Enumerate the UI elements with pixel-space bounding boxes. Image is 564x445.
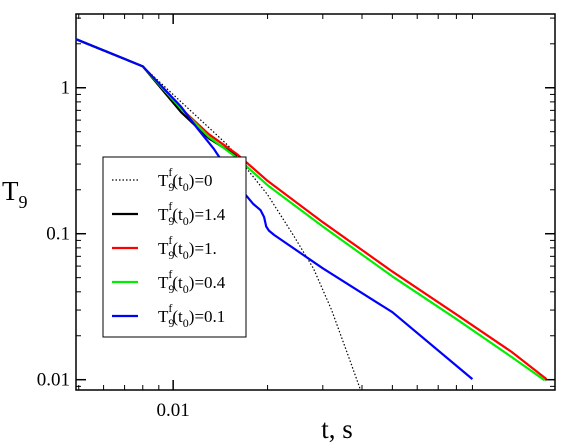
legend-label-part: (t [172, 273, 183, 292]
legend-label-part: 9 [168, 248, 174, 262]
legend-label-part: T [158, 307, 169, 326]
x-tick-label: 0.01 [157, 400, 190, 421]
legend-label-part: 9 [168, 180, 174, 194]
legend-label: T9f(t0)=0.1 [158, 301, 225, 330]
legend-label-part: T [158, 273, 169, 292]
legend-label-part: f [168, 301, 172, 315]
series-line-4 [75, 38, 474, 380]
legend-label-part: )=1. [189, 239, 217, 258]
legend-label-part: )=0.4 [189, 273, 226, 292]
y-axis-title: T9 [2, 176, 28, 212]
y-tick-label: 1 [61, 78, 71, 99]
legend-label-part: T [158, 205, 169, 224]
legend-label-part: )=0.1 [189, 307, 226, 326]
legend-label-part: 9 [168, 282, 174, 296]
legend-label-part: )=0 [189, 171, 213, 190]
legend-label-part: T [158, 171, 169, 190]
axis-ticks: 0.01 1 0.1 0.01 [37, 14, 555, 421]
legend-label-part: 0 [183, 180, 189, 194]
y-tick-label: 0.01 [37, 370, 70, 391]
legend-label: T9f(t0)=0.4 [158, 267, 226, 296]
legend: T9f(t0)=0T9f(t0)=1.4T9f(t0)=1.T9f(t0)=0.… [102, 156, 247, 338]
series-line-0 [75, 38, 361, 390]
y-tick-label: 0.1 [46, 224, 70, 245]
legend-label-part: f [168, 267, 172, 281]
legend-label-part: 0 [183, 282, 189, 296]
legend-label: T9f(t0)=1.4 [158, 199, 226, 228]
legend-label-part: 0 [183, 316, 189, 330]
legend-label-part: f [168, 165, 172, 179]
legend-label-part: (t [172, 307, 183, 326]
y-axis-title-subscript: 9 [19, 192, 28, 212]
legend-label: T9f(t0)=1. [158, 233, 217, 262]
legend-label-part: f [168, 199, 172, 213]
legend-entries: T9f(t0)=0T9f(t0)=1.4T9f(t0)=1.T9f(t0)=0.… [112, 165, 226, 330]
legend-label-part: 9 [168, 214, 174, 228]
series-group [75, 38, 548, 390]
legend-label-part: T [158, 239, 169, 258]
x-axis-title: t, s [321, 414, 353, 444]
plot-frame [75, 13, 556, 391]
legend-label-part: 0 [183, 214, 189, 228]
legend-label-part: (t [172, 239, 183, 258]
legend-label-part: (t [172, 171, 183, 190]
series-line-1 [75, 38, 238, 158]
legend-label: T9f(t0)=0 [158, 165, 213, 194]
legend-label-part: f [168, 233, 172, 247]
legend-label-part: 9 [168, 316, 174, 330]
legend-label-part: 0 [183, 248, 189, 262]
legend-label-part: )=1.4 [189, 205, 226, 224]
legend-label-part: (t [172, 205, 183, 224]
y-axis-title-main: T [2, 176, 19, 206]
